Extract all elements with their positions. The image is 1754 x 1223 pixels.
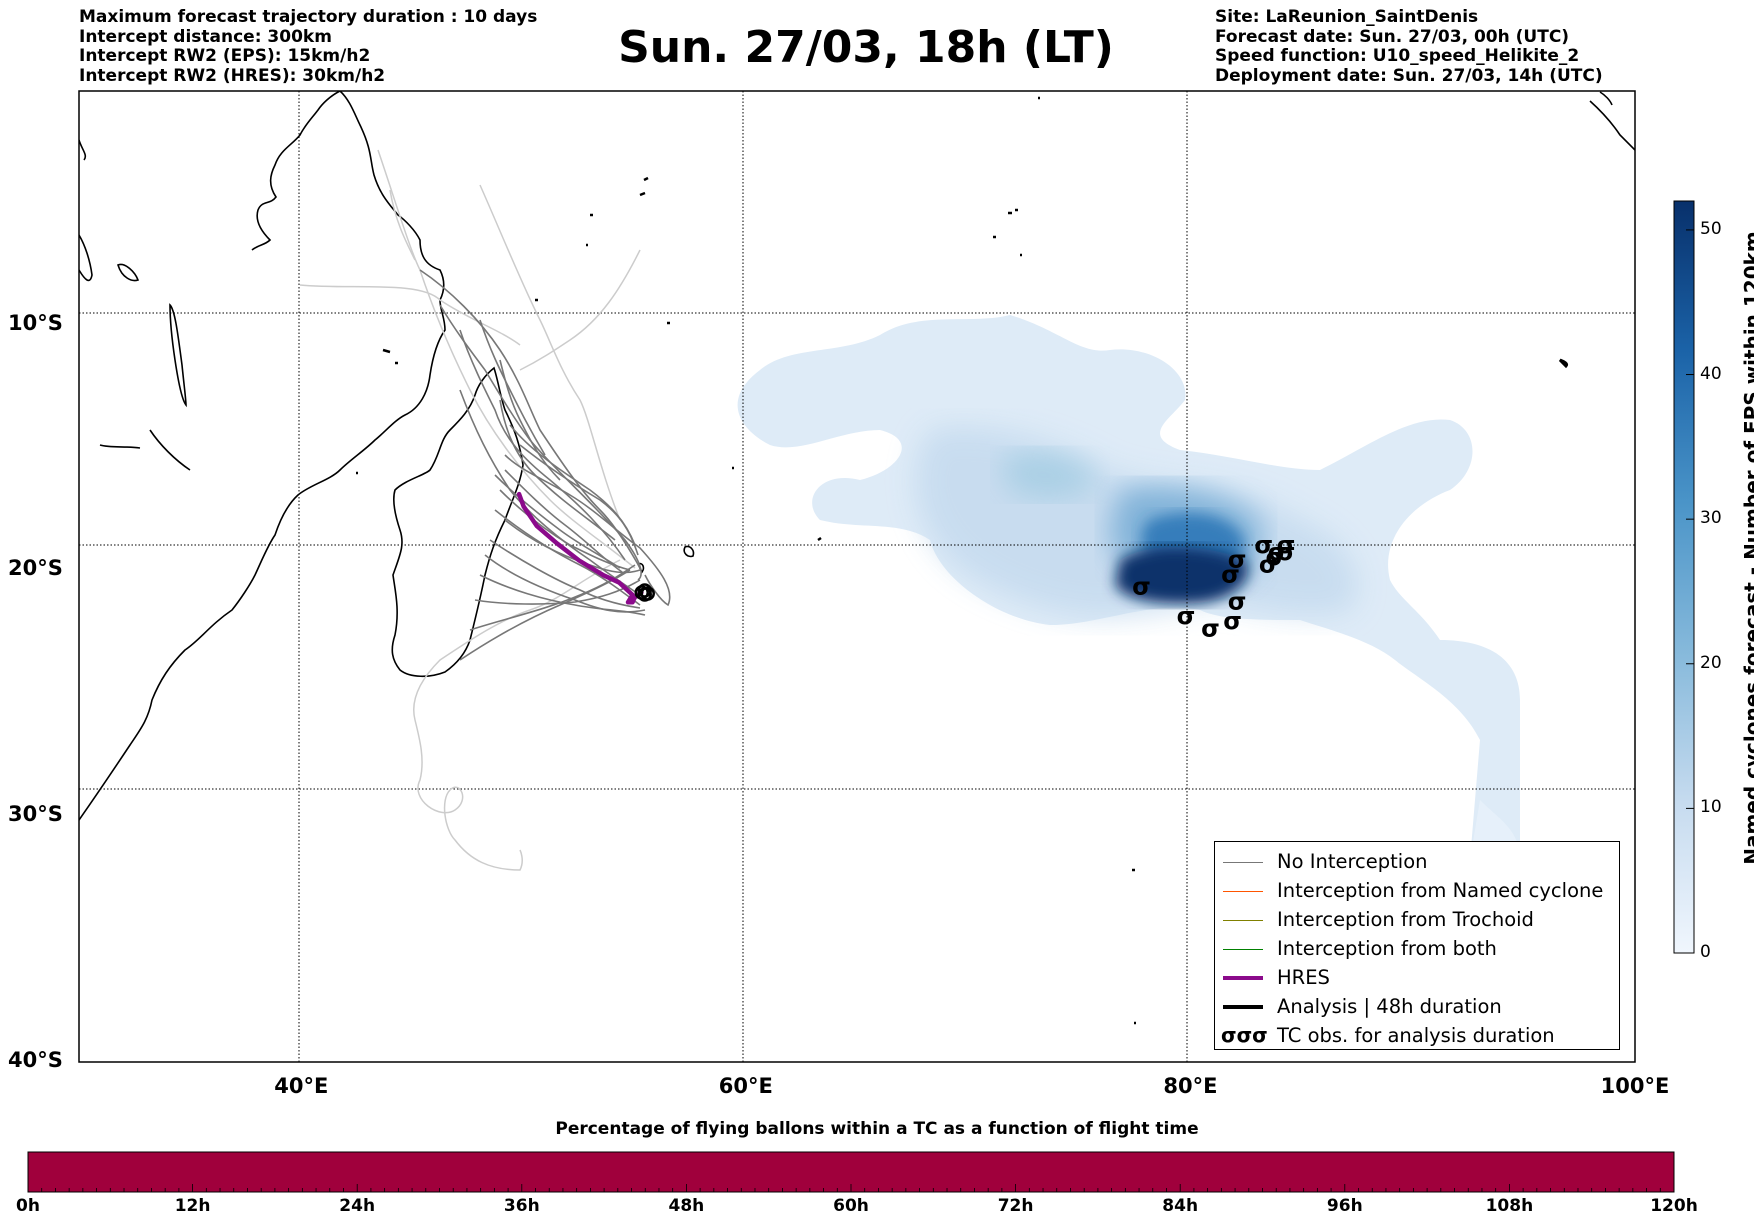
tc-obs-symbol: σ	[1201, 614, 1220, 642]
lat-label: 20°S	[8, 556, 63, 581]
site-marker	[634, 583, 655, 602]
time-tick-label: 0h	[16, 1196, 40, 1216]
tc-symbol-icon: σσσ	[1221, 1023, 1268, 1047]
tc-obs-symbol: σ	[1266, 543, 1285, 571]
hres-track	[516, 491, 644, 605]
tc-obs-symbol: σ	[1254, 531, 1273, 559]
legend-label: Interception from both	[1277, 937, 1497, 960]
tc-obs-symbol: σ	[1228, 546, 1247, 574]
legend-label: Analysis | 48h duration	[1277, 995, 1502, 1018]
time-tick-label: 72h	[997, 1196, 1034, 1216]
intercept-eps-text: Intercept RW2 (EPS): 15km/h2	[79, 46, 371, 66]
eps-trajectories	[419, 269, 671, 661]
legend-line	[1223, 862, 1263, 863]
legend-line	[1223, 920, 1263, 921]
colorbar-tick-label: 30	[1700, 508, 1722, 529]
eps-faint-trajectories	[299, 149, 641, 871]
colorbar-tick-label: 0	[1700, 942, 1711, 962]
tc-obs-symbol: σ	[1268, 538, 1287, 566]
time-bar-ticks	[27, 1184, 1675, 1192]
tc-obs-symbol: σ	[1277, 538, 1296, 566]
lat-label: 10°S	[8, 310, 63, 335]
legend-item-analysis: Analysis | 48h duration	[1215, 993, 1619, 1022]
time-tick-label: 120h	[1650, 1196, 1698, 1216]
colorbar-label: Named cyclones forecast - Number of EPS …	[1740, 231, 1754, 865]
tc-obs-symbol: σ	[1132, 573, 1151, 601]
site-marker-circle	[637, 587, 652, 602]
page-title: Sun. 27/03, 18h (LT)	[618, 22, 1114, 73]
time-tick-label: 108h	[1485, 1196, 1534, 1216]
eps-density-field	[737, 315, 1520, 860]
time-bar-title: Percentage of flying ballons within a TC…	[555, 1119, 1199, 1139]
time-tick-label: 48h	[668, 1196, 705, 1216]
lon-label: 100°E	[1600, 1074, 1670, 1098]
colorbar-tick-label: 40	[1700, 363, 1722, 384]
legend-item-named-cyclone: Interception from Named cyclone	[1215, 877, 1619, 906]
time-tick-label: 36h	[503, 1196, 540, 1216]
map-grid	[79, 91, 1635, 1062]
legend-item-tc-obs: σσσ TC obs. for analysis duration	[1215, 1022, 1619, 1051]
map-frame	[78, 90, 1636, 1063]
time-tick-label: 12h	[174, 1196, 211, 1216]
site-text: Site: LaReunion_SaintDenis	[1215, 7, 1479, 27]
intercept-distance-text: Intercept distance: 300km	[79, 26, 332, 47]
colorbar-ticks	[1686, 229, 1694, 954]
legend-label: Interception from Named cyclone	[1277, 879, 1604, 902]
colorbar-tick-label: 10	[1700, 797, 1722, 818]
legend-label: Interception from Trochoid	[1277, 908, 1534, 931]
legend-item-both: Interception from both	[1215, 935, 1619, 964]
tc-obs-symbol: σ	[1228, 587, 1247, 615]
tc-obs-symbol: σ	[1259, 550, 1278, 578]
forecast-date-text: Forecast date: Sun. 27/03, 00h (UTC)	[1215, 26, 1570, 47]
lat-label: 40°S	[8, 1048, 63, 1072]
lat-label: 30°S	[8, 802, 63, 827]
lon-label: 80°E	[1163, 1074, 1218, 1098]
time-tick-label: 24h	[339, 1196, 376, 1216]
tc-obs-symbol: σ	[1277, 531, 1296, 559]
tc-obs-symbol: σ	[1223, 607, 1242, 635]
map-legend: No Interception Interception from Named …	[1214, 841, 1620, 1050]
legend-label: TC obs. for analysis duration	[1277, 1024, 1555, 1047]
legend-line	[1223, 891, 1263, 892]
time-tick-label: 84h	[1162, 1196, 1199, 1216]
time-tick-label: 60h	[833, 1196, 869, 1216]
legend-label: No Interception	[1277, 850, 1428, 873]
legend-line	[1223, 976, 1263, 980]
intercept-hres-text: Intercept RW2 (HRES): 30km/h2	[79, 65, 386, 86]
lon-label: 60°E	[718, 1074, 773, 1098]
legend-line	[1223, 949, 1263, 950]
colorbar-tick-label: 50	[1700, 218, 1722, 239]
legend-item-no-interception: No Interception	[1215, 848, 1619, 877]
header-left: Maximum forecast trajectory duration : 1…	[79, 7, 538, 86]
header-right: Site: LaReunion_SaintDenis Forecast date…	[1215, 7, 1603, 86]
lon-label: 40°E	[274, 1074, 329, 1098]
colorbar	[1673, 200, 1695, 954]
colorbar-tick-label: 20	[1700, 652, 1722, 673]
deployment-date-text: Deployment date: Sun. 27/03, 14h (UTC)	[1215, 65, 1603, 86]
max-duration-text: Maximum forecast trajectory duration : 1…	[79, 7, 538, 27]
tc-obs-symbol: σ	[1177, 602, 1196, 630]
legend-item-hres: HRES	[1215, 964, 1619, 993]
legend-label: HRES	[1277, 966, 1330, 989]
tc-obs-symbol: σ	[1221, 560, 1240, 588]
time-tick-label: 96h	[1326, 1196, 1363, 1216]
legend-item-trochoid: Interception from Trochoid	[1215, 906, 1619, 935]
speed-function-text: Speed function: U10_speed_Helikite_2	[1215, 46, 1580, 66]
legend-line	[1223, 1005, 1263, 1009]
